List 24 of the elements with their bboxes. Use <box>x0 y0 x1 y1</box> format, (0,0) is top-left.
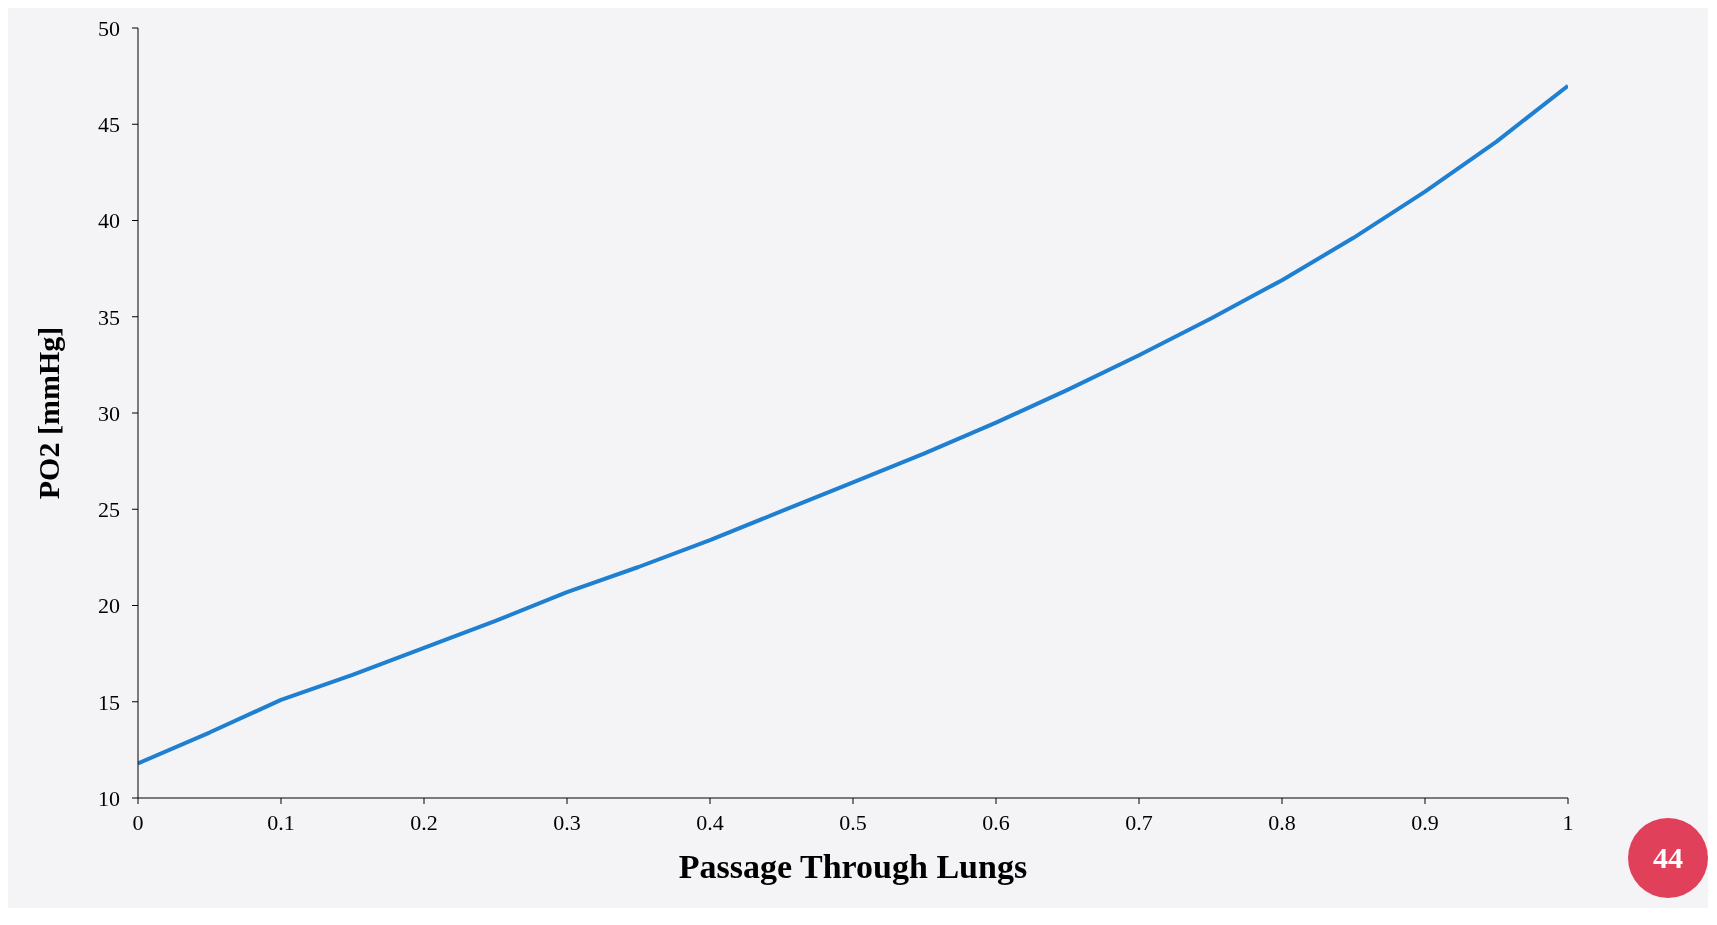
x-tick-label: 0 <box>132 809 144 835</box>
y-tick-label: 35 <box>98 304 120 330</box>
y-tick-label: 45 <box>98 112 120 138</box>
y-tick-label: 50 <box>98 15 120 41</box>
x-tick-label: 0.2 <box>410 809 438 835</box>
x-tick-label: 0.6 <box>982 809 1010 835</box>
y-tick-label: 10 <box>98 785 120 811</box>
x-tick-label: 0.4 <box>696 809 724 835</box>
x-axis-title: Passage Through Lungs <box>678 848 1028 885</box>
x-tick-label: 0.1 <box>267 809 295 835</box>
y-tick-label: 20 <box>98 593 120 619</box>
x-tick-label: 0.9 <box>1411 809 1439 835</box>
x-tick-label: 1 <box>1562 809 1574 835</box>
x-tick-label: 0.7 <box>1125 809 1153 835</box>
y-tick-label: 40 <box>98 208 120 234</box>
x-tick-label: 0.3 <box>553 809 581 835</box>
y-tick-label: 25 <box>98 497 120 523</box>
y-tick-label: 15 <box>98 689 120 715</box>
line-series <box>138 83 1568 766</box>
x-tick-label: 0.5 <box>839 809 867 835</box>
text: 44 <box>1628 818 1708 898</box>
y-tick-label: 30 <box>98 400 120 426</box>
y-axis-title: PO2 [mmHg] <box>31 326 65 500</box>
x-tick-label: 0.8 <box>1268 809 1296 835</box>
